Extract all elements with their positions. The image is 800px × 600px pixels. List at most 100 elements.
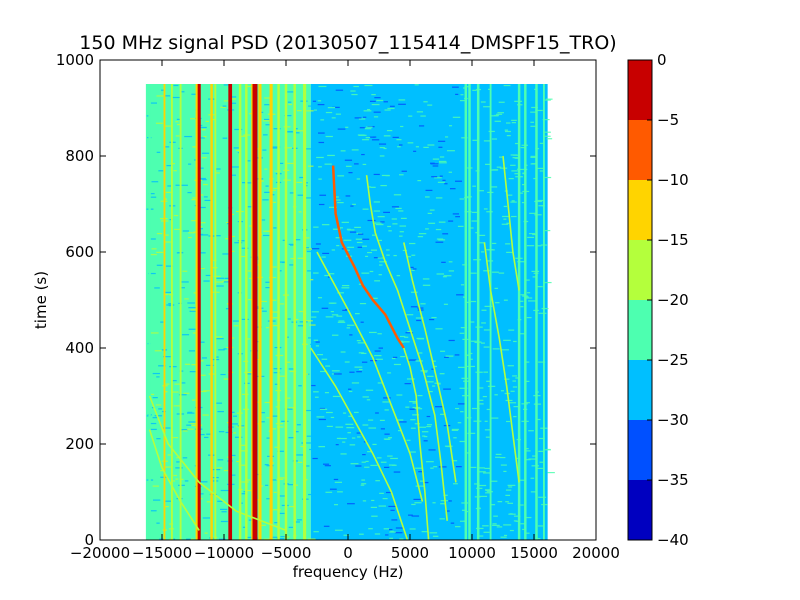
heatmap-cell	[416, 319, 421, 322]
heatmap-cell	[438, 221, 446, 223]
heatmap-cell	[496, 166, 502, 168]
heatmap-cell	[323, 525, 330, 527]
heatmap-cell	[366, 126, 373, 128]
heatmap-cell	[216, 277, 225, 279]
heatmap-cell	[348, 388, 352, 390]
heatmap-cell	[215, 402, 223, 404]
heatmap-cell	[455, 526, 461, 528]
heatmap-cell	[299, 176, 305, 179]
spectral-line-22	[489, 84, 492, 540]
heatmap-cell	[455, 216, 460, 218]
heatmap-cell	[261, 219, 266, 221]
heatmap-cell	[524, 448, 529, 450]
heatmap-cell	[285, 336, 289, 338]
heatmap-cell	[313, 391, 319, 393]
heatmap-cell	[305, 248, 313, 250]
heatmap-cell	[377, 216, 385, 218]
heatmap-cell	[365, 255, 369, 258]
heatmap-cell	[468, 272, 477, 274]
heatmap-cell	[439, 162, 447, 164]
heatmap-cell	[327, 154, 335, 157]
heatmap-cell	[467, 365, 475, 368]
heatmap-cell	[406, 314, 414, 316]
spectral-line-7	[214, 84, 217, 540]
colorbar-tick-label: −40	[657, 531, 689, 549]
heatmap-cell	[234, 128, 243, 131]
heatmap-cell	[200, 252, 206, 254]
heatmap-cell	[492, 524, 500, 526]
heatmap-cell	[530, 155, 538, 157]
heatmap-cell	[273, 491, 277, 493]
heatmap-cell	[417, 307, 424, 309]
heatmap-cell	[378, 274, 382, 276]
heatmap-cell	[329, 488, 337, 490]
heatmap-cell	[353, 85, 359, 88]
heatmap-cell	[296, 424, 301, 426]
colorbar-segment	[628, 60, 652, 120]
heatmap-cell	[310, 343, 315, 346]
heatmap-cell	[182, 270, 188, 272]
heatmap-cell	[156, 264, 163, 266]
heatmap-cell	[440, 413, 445, 415]
heatmap-cell	[417, 394, 423, 397]
heatmap-cell	[464, 211, 472, 213]
heatmap-cell	[272, 325, 279, 327]
heatmap-cell	[380, 461, 387, 463]
heatmap-cell	[164, 125, 173, 127]
heatmap-cell	[288, 368, 294, 370]
heatmap-cell	[483, 329, 490, 331]
heatmap-cell	[425, 189, 433, 191]
heatmap-cell	[490, 417, 499, 419]
heatmap-cell	[329, 206, 337, 208]
heatmap-cell	[417, 236, 424, 238]
heatmap-cell	[430, 467, 434, 469]
heatmap-cell	[398, 144, 403, 146]
heatmap-cell	[410, 306, 418, 308]
heatmap-cell	[538, 450, 544, 452]
heatmap-cell	[423, 146, 429, 148]
heatmap-cell	[393, 254, 397, 257]
heatmap-cell	[512, 157, 519, 159]
heatmap-cell	[515, 377, 519, 379]
heatmap-cell	[146, 115, 150, 117]
heatmap-cell	[507, 502, 514, 504]
heatmap-cell	[398, 210, 404, 212]
heatmap-cell	[356, 241, 363, 244]
heatmap-cell	[524, 296, 530, 298]
heatmap-cell	[188, 350, 195, 352]
heatmap-cell	[507, 194, 513, 196]
heatmap-cell	[418, 233, 427, 235]
chart-title: 150 MHz signal PSD (20130507_115414_DMSP…	[79, 32, 616, 54]
heatmap-cell	[460, 94, 464, 96]
heatmap-cell	[311, 316, 317, 318]
heatmap-cell	[169, 366, 177, 368]
heatmap-cell	[508, 329, 515, 331]
heatmap-cell	[496, 526, 503, 528]
heatmap-cell	[494, 287, 498, 289]
colorbar-segment	[628, 480, 652, 540]
heatmap-cell	[543, 99, 551, 101]
heatmap-cell	[265, 287, 270, 289]
heatmap-cell	[295, 318, 299, 321]
heatmap-cell	[443, 494, 448, 496]
heatmap-cell	[315, 341, 320, 343]
heatmap-cell	[442, 276, 447, 278]
heatmap-cell	[298, 385, 302, 387]
heatmap-cell	[358, 118, 366, 120]
heatmap-cell	[500, 536, 507, 538]
heatmap-cell	[344, 159, 353, 161]
heatmap-cell	[318, 166, 322, 168]
heatmap-cell	[202, 183, 208, 186]
heatmap-cell	[367, 251, 373, 254]
heatmap-cell	[539, 461, 545, 463]
heatmap-cell	[371, 499, 375, 502]
heatmap-cell	[524, 516, 532, 519]
heatmap-cell	[486, 211, 493, 213]
heatmap-cell	[373, 116, 379, 118]
heatmap-cell	[369, 136, 375, 138]
heatmap-cell	[412, 268, 417, 270]
heatmap-cell	[380, 428, 385, 430]
heatmap-cell	[375, 480, 380, 482]
heatmap-cell	[318, 418, 326, 421]
